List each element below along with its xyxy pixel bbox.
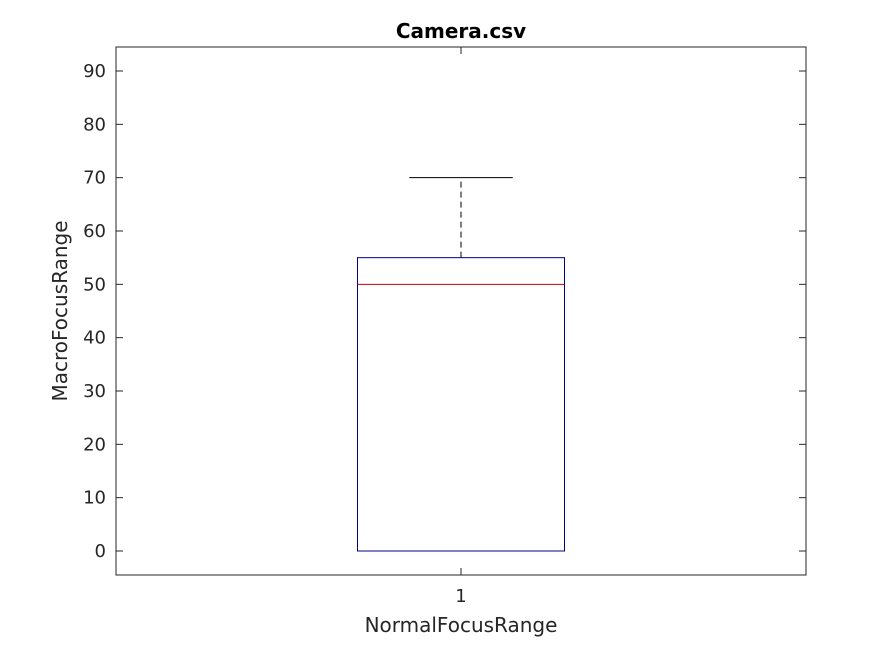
y-tick-label: 50 <box>83 274 106 295</box>
y-tick-label: 10 <box>83 488 106 509</box>
y-tick-label: 80 <box>83 114 106 135</box>
box-iqr <box>357 257 565 552</box>
y-tick-label: 0 <box>95 541 106 562</box>
y-tick-label: 40 <box>83 328 106 349</box>
tick-layer: 0 10 20 30 40 50 60 70 80 90 1 <box>83 47 806 607</box>
y-tick-label: 90 <box>83 61 106 82</box>
axes-frame <box>115 46 807 576</box>
y-tick-label: 30 <box>83 381 106 402</box>
y-tick-label: 70 <box>83 168 106 189</box>
x-tick-label: 1 <box>455 586 466 607</box>
box-layer <box>357 177 565 552</box>
y-axis-label: MacroFocusRange <box>48 220 72 401</box>
y-tick-label: 20 <box>83 434 106 455</box>
x-axis-label: NormalFocusRange <box>365 613 558 637</box>
box-group <box>357 177 565 552</box>
chart-title: Camera.csv <box>396 19 526 43</box>
y-tick-label: 60 <box>83 221 106 242</box>
